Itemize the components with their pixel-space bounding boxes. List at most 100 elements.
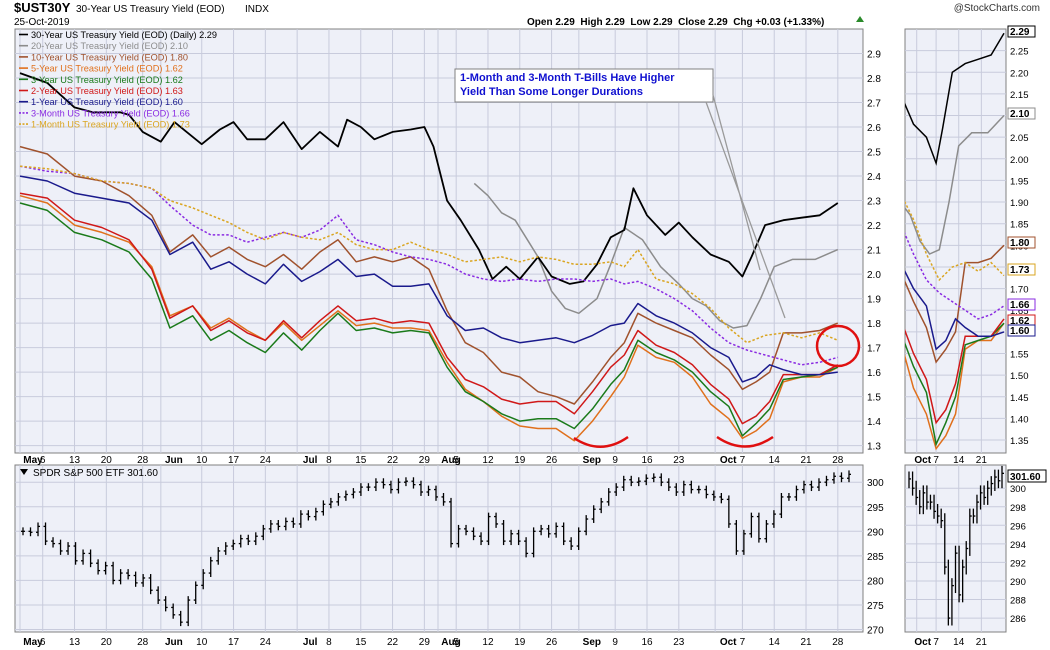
spy-panel [14, 464, 864, 633]
x-tick-label: 13 [69, 455, 81, 466]
inset-y-tick-label: 292 [1010, 558, 1026, 569]
spy-price-bar [366, 483, 371, 492]
spy-price-bar [794, 485, 799, 501]
x-tick-label: 7 [740, 637, 746, 648]
spy-price-bar [764, 520, 769, 543]
value-badge-label: 2.29 [1010, 27, 1030, 38]
spy-price-bar [831, 472, 836, 484]
spy-price-bar [81, 549, 86, 565]
legend-entry: 1-Year US Treasury Yield (EOD) 1.60 [31, 97, 183, 107]
inset-y-tick-label: 1.70 [1010, 285, 1029, 296]
inset-spy-bar [911, 471, 915, 496]
series-line-5 [19, 202, 839, 437]
value-badge-label: 1.66 [1010, 300, 1030, 311]
y-tick-label: 2.7 [867, 99, 881, 110]
spy-price-bar [21, 527, 25, 536]
x-tick-label: 5 [453, 455, 459, 466]
inset-y-tick-label: 1.65 [1010, 306, 1029, 317]
inset-x-tick-label: 7 [933, 455, 939, 466]
inset-series-line-4 [905, 322, 1005, 451]
y-tick-label: 1.3 [867, 442, 881, 453]
spy-price-bar [434, 485, 438, 501]
spy-price-bar [546, 524, 551, 538]
spy-price-bar [756, 512, 761, 543]
spy-price-bar [741, 529, 746, 555]
spy-price-bar [771, 510, 776, 528]
y-tick-label: 1.9 [867, 295, 881, 306]
spy-price-bar [186, 596, 191, 627]
series-line-7 [19, 175, 838, 383]
annotation-line: 1-Month and 3-Month T-Bills Have Higher [460, 72, 675, 84]
x-tick-label: May [23, 455, 43, 466]
annotation-pointer [705, 94, 786, 319]
spy-price-bar [88, 549, 93, 568]
inset-spy-bar [954, 545, 958, 594]
spy-price-bar [126, 569, 131, 580]
spy-price-bar [711, 490, 716, 501]
y-tick-label: 280 [867, 576, 884, 587]
inset-spy-bar [962, 559, 965, 603]
spy-price-bar [268, 520, 273, 533]
y-tick-label: 300 [867, 478, 884, 489]
spy-price-bar [238, 534, 243, 548]
value-badge-label: 2.10 [1010, 109, 1030, 120]
spy-price-bar [133, 571, 138, 587]
spy-price-bar [396, 478, 401, 494]
spy-price-bar [479, 532, 484, 546]
inset-series-line-7 [905, 269, 1005, 351]
spy-price-bar [171, 603, 176, 619]
spy-price-bar [321, 500, 326, 516]
value-badge-label: 1.60 [1010, 326, 1030, 337]
x-tick-label: 6 [40, 637, 46, 648]
legend-entry: 20-Year US Treasury Yield (EOD) 2.10 [31, 41, 188, 51]
collapse-triangle-icon[interactable] [856, 16, 864, 22]
spy-price-bar [418, 480, 423, 496]
y-tick-label: 2.1 [867, 246, 881, 257]
inset-y-tick-label: 2.15 [1010, 90, 1029, 101]
inset-y-tick-label: 290 [1010, 577, 1026, 588]
inset-spy-bar [983, 485, 987, 505]
inset-y-tick-label: 2.00 [1010, 155, 1029, 166]
inset-y-tick-label: 1.35 [1010, 436, 1029, 447]
x-tick-label: 23 [673, 455, 685, 466]
value-badge [1007, 25, 1036, 38]
series-line-8 [19, 165, 838, 366]
spy-price-bar [614, 483, 619, 496]
inset-y-tick-label: 1.90 [1010, 198, 1029, 209]
inset-y-tick-label: 2.25 [1010, 47, 1029, 58]
spy-price-bar [809, 480, 814, 492]
value-badge [1007, 324, 1036, 337]
spy-price-bar [501, 520, 506, 546]
inset-y-tick-label: 1.85 [1010, 220, 1029, 231]
spy-price-bar [539, 524, 544, 536]
value-badge [1007, 298, 1036, 311]
x-tick-label: May [23, 637, 43, 648]
inset-x-tick-label: 7 [933, 637, 939, 648]
spy-price-bar [216, 547, 221, 565]
copyright-text: @StockCharts.com [954, 3, 1040, 14]
inset-y-tick-label: 2.20 [1010, 68, 1029, 79]
spy-price-bar [524, 537, 529, 558]
x-tick-label: 26 [546, 637, 558, 648]
x-tick-label: 9 [612, 455, 618, 466]
spy-price-bar [358, 483, 363, 496]
spy-price-bar [66, 542, 71, 555]
inset-y-tick-label: 1.55 [1010, 349, 1029, 360]
value-badge-label: 301.60 [1010, 472, 1041, 483]
inset-x-tick-label: 21 [976, 455, 988, 466]
spy-price-bar [749, 512, 754, 538]
annotation-text: 1-Month and 3-Month T-Bills Have Higher Y… [460, 72, 675, 98]
spy-price-bar [51, 537, 56, 548]
spy-price-bar [659, 473, 664, 487]
y-tick-label: 2.8 [867, 74, 881, 85]
spy-price-bar [328, 497, 333, 509]
yield-panel [14, 28, 864, 454]
spy-price-bar [411, 477, 416, 489]
spy-price-bar [261, 524, 266, 541]
inset-spy-bar [940, 508, 944, 529]
spy-price-bar [584, 515, 589, 536]
x-tick-label: 17 [228, 637, 240, 648]
x-tick-label: 28 [832, 637, 844, 648]
spy-price-bar [426, 485, 431, 496]
